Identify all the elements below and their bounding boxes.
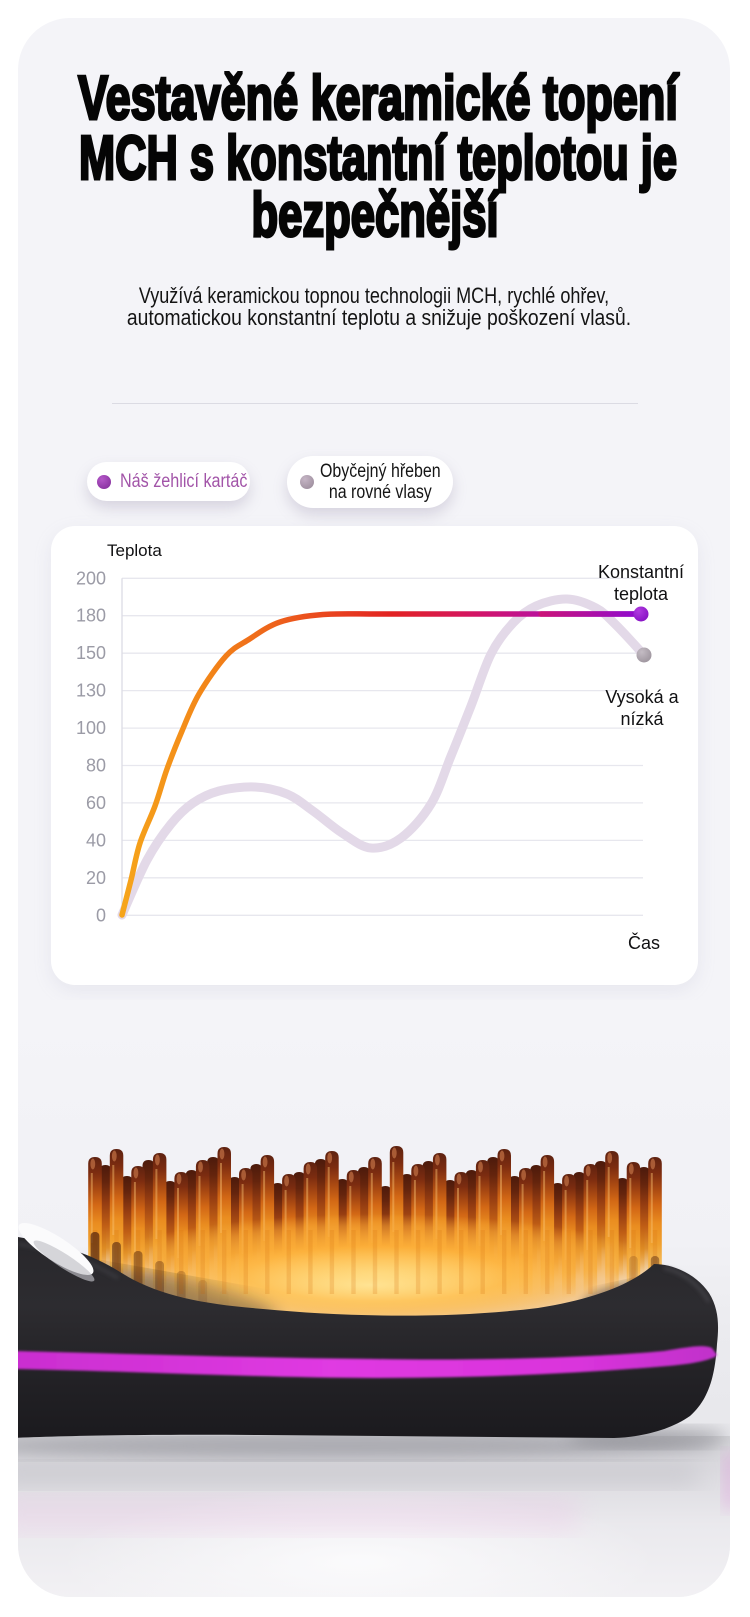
svg-text:200: 200 [76, 568, 106, 588]
svg-text:Čas: Čas [628, 932, 660, 953]
svg-text:Vysoká a: Vysoká a [605, 687, 679, 707]
svg-text:Konstantní: Konstantní [598, 562, 684, 582]
svg-text:40: 40 [86, 830, 106, 850]
svg-text:100: 100 [76, 718, 106, 738]
svg-text:teplota: teplota [614, 584, 669, 604]
svg-text:Teplota: Teplota [107, 541, 162, 560]
svg-text:80: 80 [86, 756, 106, 776]
svg-text:60: 60 [86, 793, 106, 813]
svg-text:180: 180 [76, 606, 106, 626]
svg-text:130: 130 [76, 681, 106, 701]
svg-text:0: 0 [96, 905, 106, 925]
svg-text:150: 150 [76, 643, 106, 663]
svg-text:nízká: nízká [620, 709, 664, 729]
svg-text:20: 20 [86, 868, 106, 888]
